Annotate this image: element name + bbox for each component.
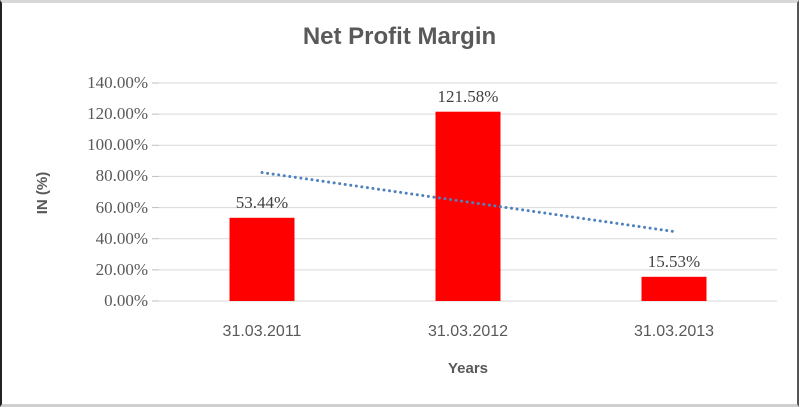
y-tick-label: 60.00%	[95, 197, 148, 217]
chart-title: Net Profit Margin	[302, 23, 497, 50]
bar-data-label: 53.44%	[235, 192, 289, 212]
y-tick-label: 100.00%	[87, 135, 148, 155]
trendline	[260, 171, 676, 234]
y-tick-label: 80.00%	[95, 166, 148, 186]
bar	[435, 111, 501, 301]
y-tick-label: 140.00%	[87, 73, 148, 92]
bar	[641, 276, 707, 301]
y-tick-label: 0.00%	[104, 291, 148, 310]
bar	[229, 217, 295, 301]
bar-data-label: 15.53%	[647, 251, 701, 271]
x-axis-title: Years	[447, 360, 489, 377]
x-tick-label: 31.03.2012	[427, 323, 509, 340]
y-tick-label: 40.00%	[95, 228, 148, 248]
x-tick-label: 31.03.2011	[222, 323, 302, 340]
bar-data-label: 121.58%	[437, 86, 499, 106]
plot-area	[152, 82, 777, 302]
x-tick-label: 31.03.2013	[633, 323, 715, 340]
y-tick-label: 20.00%	[95, 259, 148, 279]
y-tick-label: 120.00%	[87, 104, 148, 124]
